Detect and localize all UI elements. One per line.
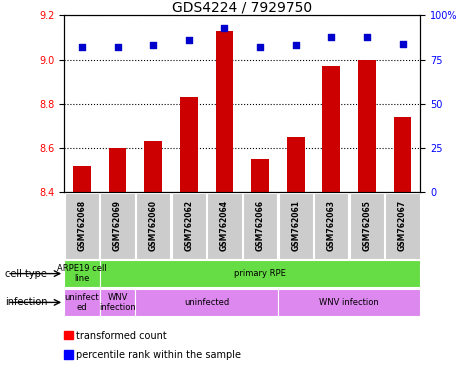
FancyBboxPatch shape	[314, 193, 348, 258]
Bar	[109, 148, 126, 192]
FancyBboxPatch shape	[101, 193, 135, 258]
Bar	[323, 66, 340, 192]
Bar	[144, 141, 162, 192]
Text: GSM762066: GSM762066	[256, 200, 265, 251]
FancyBboxPatch shape	[385, 193, 420, 258]
Text: primary RPE: primary RPE	[234, 269, 286, 278]
Text: GSM762062: GSM762062	[184, 200, 193, 251]
Text: uninfected: uninfected	[184, 298, 229, 307]
Point	[328, 33, 335, 40]
Text: ARPE19 cell
line: ARPE19 cell line	[57, 264, 107, 283]
FancyBboxPatch shape	[172, 193, 206, 258]
FancyBboxPatch shape	[136, 193, 170, 258]
Point	[399, 41, 407, 47]
Text: cell type: cell type	[5, 268, 47, 279]
FancyBboxPatch shape	[350, 193, 384, 258]
Point	[114, 44, 122, 50]
Text: infection: infection	[5, 297, 47, 308]
Point	[220, 25, 228, 31]
Text: WNV infection: WNV infection	[319, 298, 379, 307]
Point	[256, 44, 264, 50]
Text: GSM762064: GSM762064	[220, 200, 229, 251]
Bar	[251, 159, 269, 192]
FancyBboxPatch shape	[64, 260, 100, 287]
FancyBboxPatch shape	[64, 289, 100, 316]
Text: GSM762065: GSM762065	[362, 200, 371, 251]
Text: WNV
infection: WNV infection	[99, 293, 136, 312]
Point	[363, 33, 371, 40]
Point	[149, 42, 157, 48]
FancyBboxPatch shape	[243, 193, 277, 258]
FancyBboxPatch shape	[65, 193, 99, 258]
Text: percentile rank within the sample: percentile rank within the sample	[76, 350, 241, 360]
Text: uninfect
ed: uninfect ed	[65, 293, 99, 312]
FancyBboxPatch shape	[100, 289, 135, 316]
Bar	[180, 97, 198, 192]
Text: GSM762069: GSM762069	[113, 200, 122, 251]
Text: GSM762063: GSM762063	[327, 200, 336, 251]
Bar	[287, 137, 304, 192]
Bar	[73, 166, 91, 192]
Bar	[394, 117, 411, 192]
Bar	[216, 31, 233, 192]
Text: GSM762061: GSM762061	[291, 200, 300, 251]
FancyBboxPatch shape	[278, 193, 313, 258]
Point	[292, 42, 299, 48]
FancyBboxPatch shape	[278, 289, 420, 316]
Text: GSM762068: GSM762068	[77, 200, 86, 251]
Text: GSM762060: GSM762060	[149, 200, 158, 251]
Text: transformed count: transformed count	[76, 331, 167, 341]
Title: GDS4224 / 7929750: GDS4224 / 7929750	[172, 0, 313, 14]
Point	[185, 37, 193, 43]
Text: GSM762067: GSM762067	[398, 200, 407, 251]
FancyBboxPatch shape	[100, 260, 420, 287]
Point	[78, 44, 86, 50]
FancyBboxPatch shape	[135, 289, 278, 316]
Bar	[358, 60, 376, 192]
FancyBboxPatch shape	[207, 193, 242, 258]
